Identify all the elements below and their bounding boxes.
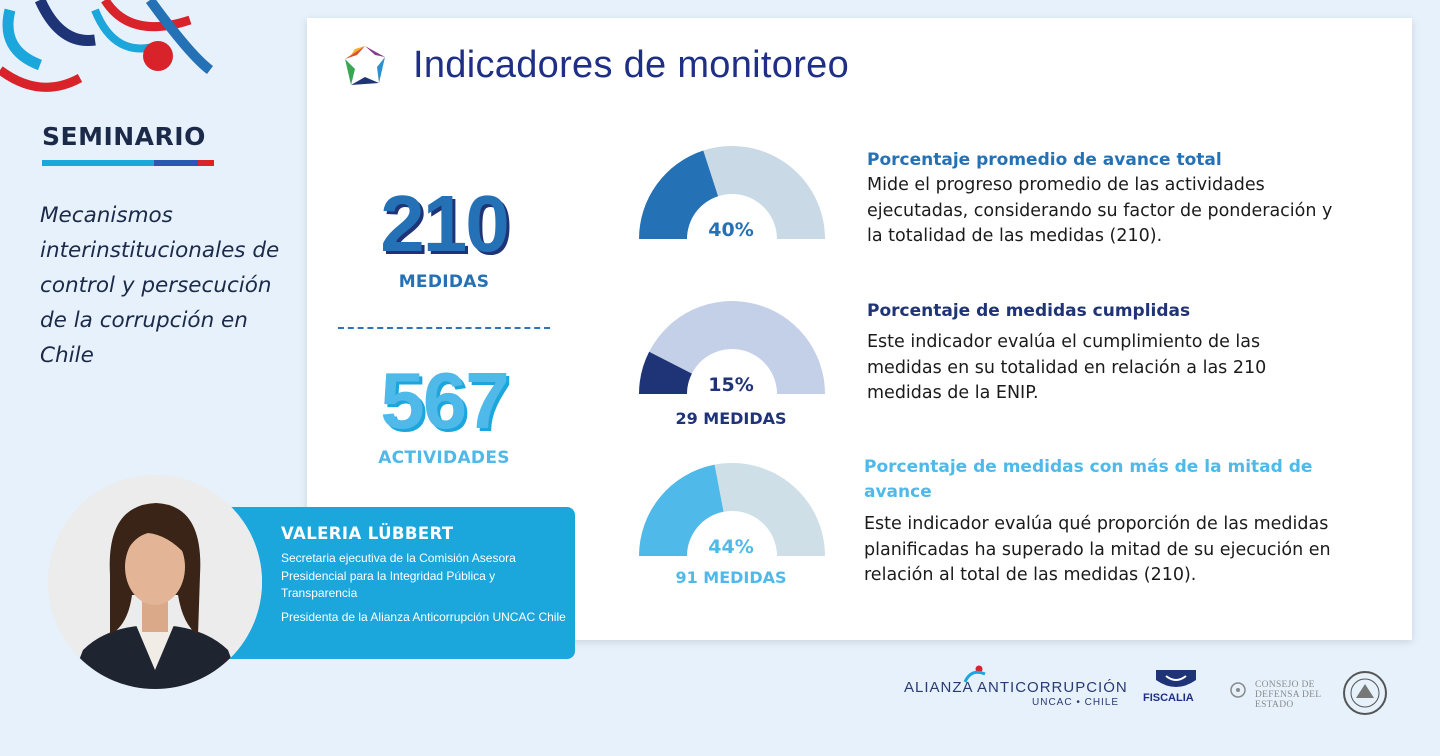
gauge-progress-arc xyxy=(639,351,692,394)
stat-label-actividades: ACTIVIDADES xyxy=(378,448,510,468)
indicator-title: Porcentaje de medidas con más de la mita… xyxy=(864,457,1313,502)
gauge-remaining-arc xyxy=(714,463,825,556)
slide-title: Indicadores de monitoreo xyxy=(413,44,850,86)
speaker-card: VALERIA LÜBBERT Secretaria ejecutiva de … xyxy=(222,507,575,659)
seminar-title: SEMINARIO xyxy=(42,122,206,151)
gauge-medidas-mitad xyxy=(639,463,825,556)
gauge-percent-label: 44% xyxy=(708,536,754,558)
gauge-percent-label: 40% xyxy=(708,219,754,241)
speaker-photo xyxy=(48,475,262,689)
stat-number-medidas: 210 xyxy=(380,179,509,268)
fiscalia-logo-text: FISCALIA xyxy=(1143,692,1194,704)
indicator-description: Mide el progreso promedio de las activid… xyxy=(867,175,1333,246)
gauge-medidas-cumplidas xyxy=(639,301,825,394)
alianza-logo-text: ALIANZA ANTICORRUPCIÓN xyxy=(904,679,1128,696)
indicator-title: Porcentaje de medidas cumplidas xyxy=(867,301,1191,321)
speaker-role: Presidenta de la Alianza Anticorrupción … xyxy=(281,610,566,624)
speaker-role: Secretaria ejecutiva de la Comisión Ases… xyxy=(281,551,516,600)
gauge-remaining-arc xyxy=(649,301,825,394)
alianza-logo-subtext: UNCAC • CHILE xyxy=(1032,697,1120,708)
gauge-avance-total xyxy=(639,146,825,239)
seminar-underline xyxy=(42,160,214,166)
gauge-percent-label: 15% xyxy=(708,374,754,396)
contraloria-seal-icon xyxy=(1343,671,1387,715)
gauge-progress-arc xyxy=(639,150,719,239)
seminar-emblem-logo xyxy=(0,0,214,92)
speaker-name: VALERIA LÜBBERT xyxy=(281,524,454,543)
seminar-subtitle: Mecanismos interinstitucionales de contr… xyxy=(40,203,280,368)
indicator-description: Este indicador evalúa qué proporción de … xyxy=(864,514,1331,585)
cde-logo-text: CONSEJO DE DEFENSA DEL ESTADO xyxy=(1255,680,1322,710)
gauge-remaining-arc xyxy=(703,146,825,239)
cde-emblem-icon xyxy=(1230,682,1246,698)
speaker-avatar-icon xyxy=(48,475,262,689)
gauge-progress-arc xyxy=(639,464,724,556)
fiscalia-logo-icon xyxy=(1156,670,1196,687)
stat-label-medidas: MEDIDAS xyxy=(398,272,490,292)
gauge-sub-label: 29 MEDIDAS xyxy=(675,409,787,428)
stat-number-actividades: 567 xyxy=(380,356,509,445)
gauge-sub-label: 91 MEDIDAS xyxy=(675,568,787,587)
indicator-description: Este indicador evalúa el cumplimiento de… xyxy=(867,332,1267,403)
divider xyxy=(338,327,550,329)
pentagon-logo-icon xyxy=(345,46,385,85)
indicator-title: Porcentaje promedio de avance total xyxy=(867,150,1222,170)
alianza-logo-icon xyxy=(963,665,986,683)
